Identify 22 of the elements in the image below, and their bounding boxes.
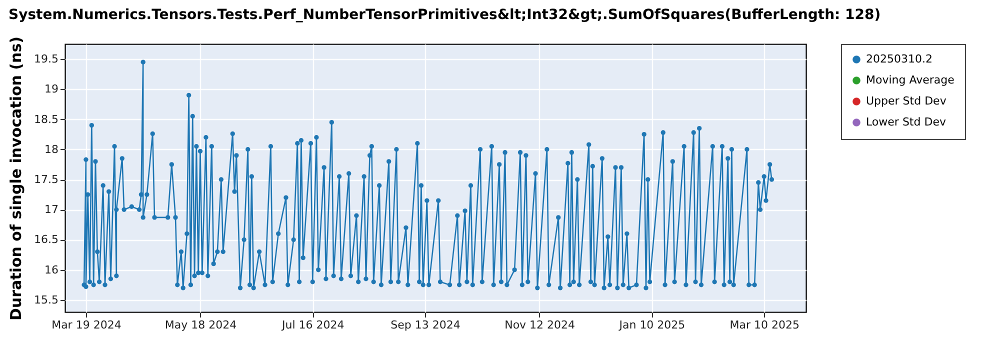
y-tick-label: 15.5 [34, 293, 58, 306]
y-tick-label: 18.5 [34, 112, 58, 126]
x-tick-label: Jan 10 2025 [618, 318, 686, 332]
y-tick-label: 18 [44, 142, 58, 156]
x-tick-label: Mar 19 2024 [52, 318, 122, 332]
y-tick-label: 19 [44, 82, 58, 96]
x-tick-label: Mar 10 2025 [730, 318, 800, 332]
y-tick-label: 19.5 [34, 52, 58, 66]
chart-title: System.Numerics.Tensors.Tests.Perf_NumberTensorPrimitives&lt;Int32&gt;.SumOfSquares(BufferLength: 128) [8, 7, 881, 23]
y-axis-title: Duration of single invocation (ns) [7, 36, 26, 320]
y-tick-label: 16 [44, 263, 58, 276]
x-tick-label: Jul 16 2024 [281, 318, 344, 332]
legend-label: 20250310.2 [866, 52, 932, 66]
x-tick-label: Nov 12 2024 [504, 318, 576, 332]
y-tick-label: 17.5 [34, 173, 58, 186]
y-tick-label: 17 [44, 203, 58, 216]
legend-label: Moving Average [866, 74, 955, 86]
y-tick-label: 16.5 [34, 233, 58, 246]
x-tick-label: May 18 2024 [164, 318, 237, 332]
legend-label: Upper Std Dev [866, 94, 947, 108]
x-tick-label: Sep 13 2024 [390, 318, 460, 332]
legend-label: Lower Std Dev [866, 116, 946, 128]
